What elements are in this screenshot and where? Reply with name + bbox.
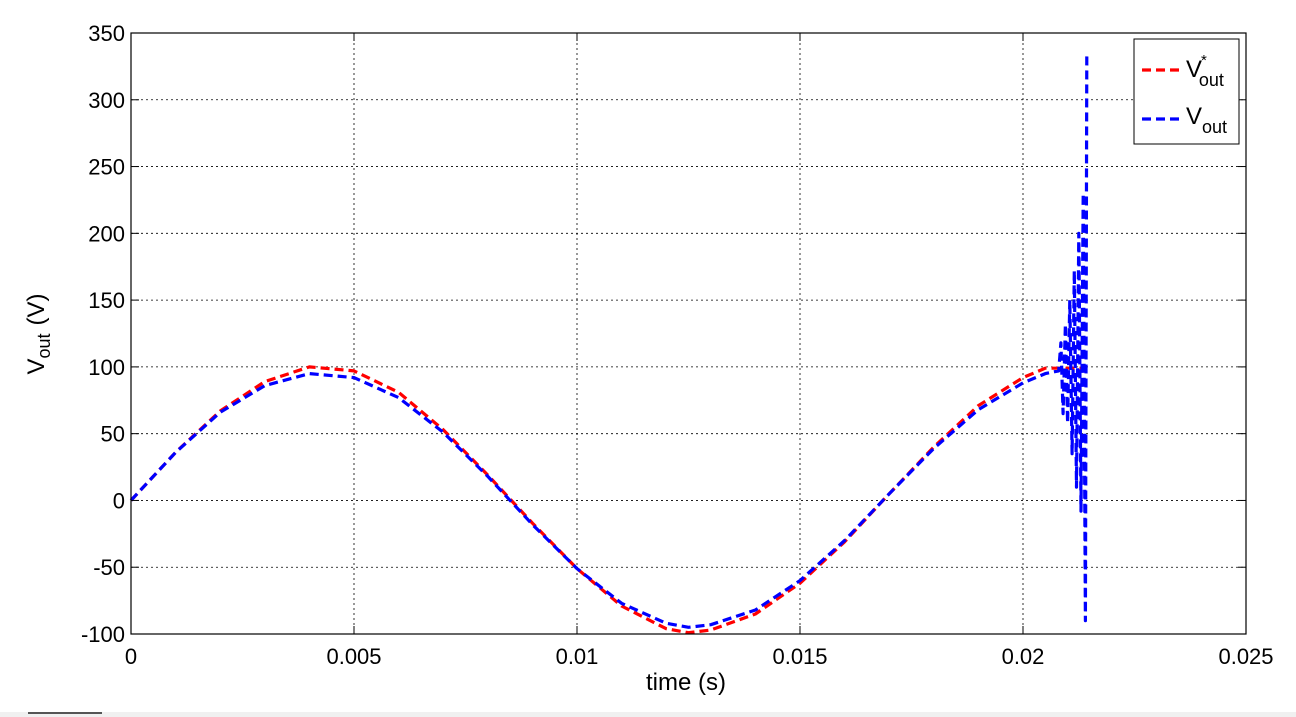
- x-tick-label: 0.005: [326, 644, 381, 669]
- y-tick-label: -100: [81, 622, 125, 647]
- x-tick-label: 0.02: [1002, 644, 1045, 669]
- legend-entry-v-out-main: V: [1186, 103, 1202, 130]
- legend-entry-v-out: Vout: [1186, 103, 1227, 137]
- legend-entry-v-ref-sup: *: [1201, 52, 1207, 69]
- plot-background: [131, 33, 1246, 634]
- series-layer: [129, 52, 1089, 635]
- y-tick-label: 100: [88, 355, 125, 380]
- y-tick-label: 200: [88, 221, 125, 246]
- y-tick-label: 150: [88, 288, 125, 313]
- y-axis-label-main: V: [23, 359, 50, 375]
- ticks: [130, 32, 1247, 635]
- y-axis-label: Vout (V): [23, 293, 54, 374]
- y-axis-label-sub: out: [34, 333, 54, 358]
- legend-entry-v-out-sub: out: [1202, 117, 1227, 137]
- y-tick-label: 300: [88, 88, 125, 113]
- x-tick-label: 0: [125, 644, 137, 669]
- y-tick-label: 350: [88, 21, 125, 46]
- y-axis-label-unit: (V): [23, 293, 50, 325]
- bottom-strip-mark: [28, 712, 102, 714]
- bottom-strip: [0, 712, 1296, 717]
- x-tick-label: 0.025: [1218, 644, 1273, 669]
- legend-entry-v-ref: V* out: [1186, 52, 1224, 90]
- x-axis-label: time (s): [646, 669, 726, 696]
- x-tick-label: 0.01: [556, 644, 599, 669]
- series-line-v-ref: [129, 365, 1081, 635]
- series-line-v-out: [129, 52, 1089, 629]
- legend: V* out Vout: [1133, 38, 1240, 145]
- legend-entry-v-ref-sub: out: [1199, 70, 1224, 90]
- y-tick-label: 250: [88, 155, 125, 180]
- legend-box: [1133, 38, 1240, 145]
- y-tick-label: 0: [113, 488, 125, 513]
- plot-frame: [130, 32, 1247, 635]
- legend-entry-v-ref-main: V: [1186, 56, 1202, 83]
- x-tick-label: 0.015: [772, 644, 827, 669]
- y-tick-label: -50: [93, 555, 125, 580]
- y-tick-label: 50: [101, 422, 125, 447]
- tick-labels: 0 0.005 0.01 0.015 0.02 0.025 -100 -50 0 50 100 150…: [81, 21, 1274, 669]
- grid-lines: [131, 33, 1246, 634]
